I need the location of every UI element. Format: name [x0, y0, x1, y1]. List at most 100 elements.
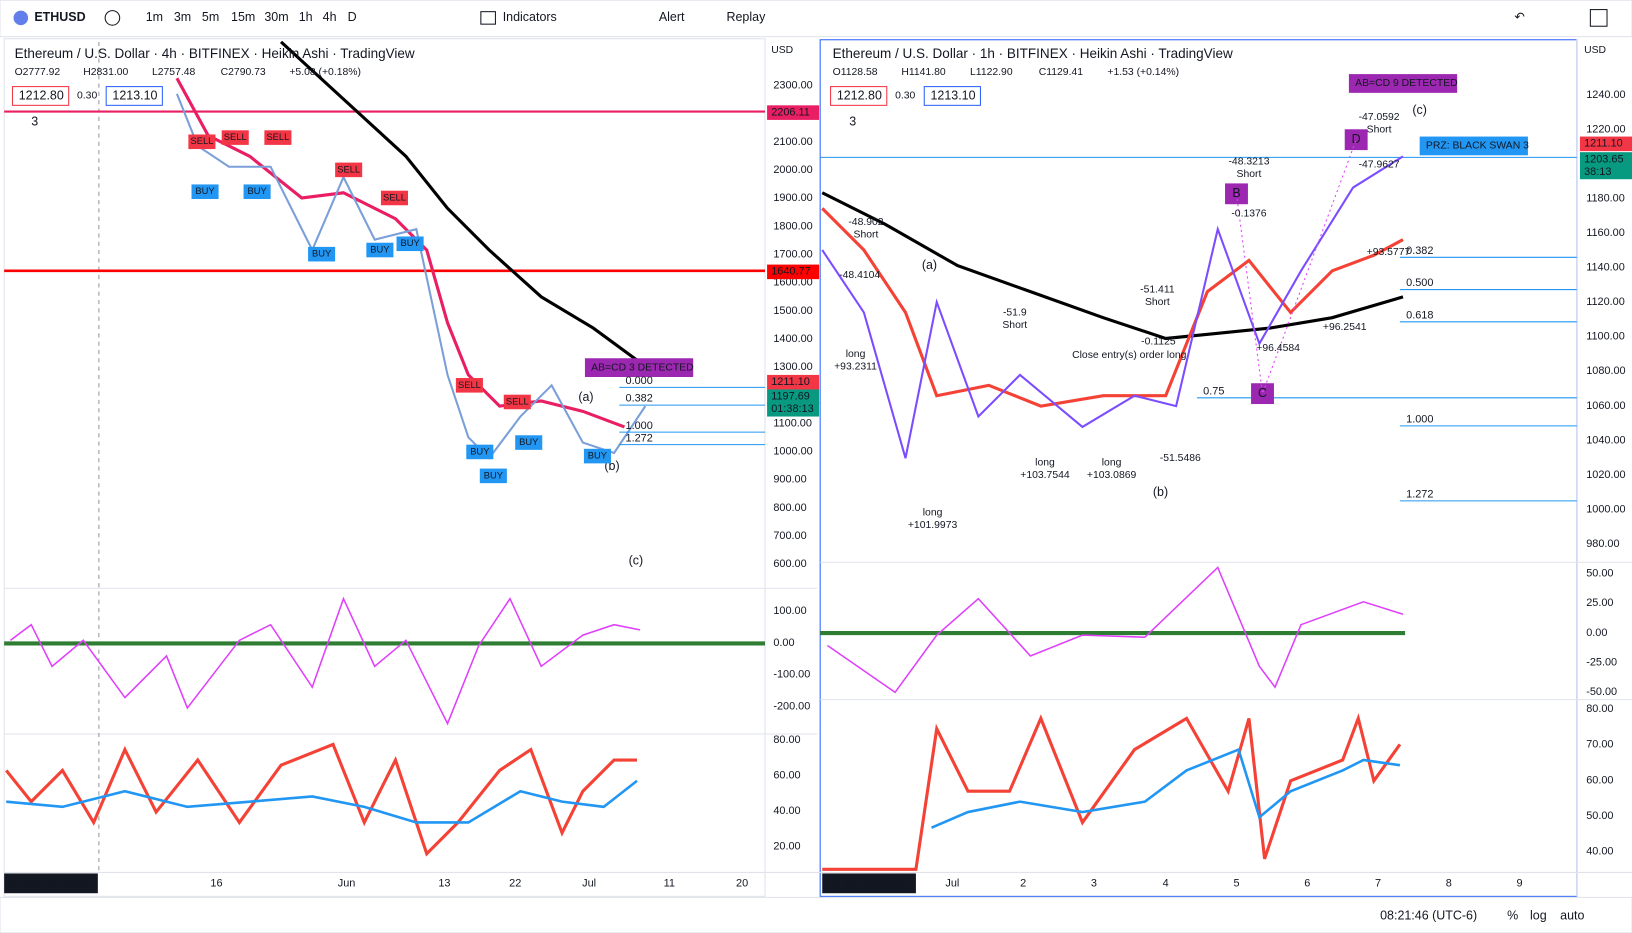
price-tick-label: 1220.00 — [1586, 123, 1625, 135]
osc-tick-label: 0.00 — [1586, 627, 1607, 639]
signal-label: SELL — [224, 132, 247, 142]
bid: 1212.80 — [19, 88, 64, 102]
price-tag — [767, 389, 820, 405]
signal-label: BUY — [470, 446, 490, 456]
trade-note: +96.2541 — [1323, 322, 1367, 333]
symbol[interactable]: ETHUSD — [34, 10, 85, 24]
interval[interactable]: 4h — [323, 10, 337, 24]
time-tick-label: 4 — [1163, 878, 1169, 890]
ohlc-value: C2790.73 — [221, 67, 266, 78]
signal-label: SELL — [383, 192, 406, 202]
replay-button[interactable]: Replay — [726, 10, 766, 24]
prz-box — [1419, 136, 1528, 156]
price-tag — [767, 264, 820, 280]
point-label: D — [1352, 132, 1361, 146]
time-tick-label: 7 — [1375, 878, 1381, 890]
ohlc-value: +1.53 (+0.14%) — [1107, 67, 1179, 78]
time-tick-label: 22 — [509, 878, 521, 890]
log-toggle[interactable]: log — [1530, 908, 1547, 922]
spread: 0.30 — [895, 91, 915, 102]
pattern-box — [584, 358, 694, 377]
wave-label: (a) — [578, 390, 593, 404]
fib-label: 1.000 — [1406, 414, 1433, 426]
signal-label: SELL — [190, 136, 213, 146]
ohlc-value: O1128.58 — [833, 67, 878, 78]
percent-toggle[interactable]: % — [1507, 908, 1518, 922]
interval[interactable]: 30m — [264, 10, 288, 24]
fib-label: 0.618 — [1406, 309, 1433, 321]
rsi-tick-label: 20.00 — [773, 840, 800, 852]
indicator-count[interactable]: 3 — [849, 114, 856, 128]
signal-box — [308, 246, 336, 262]
moving-average — [821, 191, 1404, 341]
point-label: B — [1232, 186, 1240, 200]
signal-box — [191, 184, 219, 200]
price-tick-label: 1160.00 — [1586, 227, 1625, 239]
moving-average — [175, 77, 626, 429]
signal-label: SELL — [266, 132, 289, 142]
oscillator — [827, 566, 1404, 694]
interval[interactable]: 3m — [174, 10, 191, 24]
trade-note: -0.1376 — [1231, 208, 1266, 219]
price-tick-label: 1800.00 — [773, 220, 812, 232]
price-tick-label: 2100.00 — [773, 136, 812, 148]
trade-note: -51.411 Short — [1140, 284, 1175, 307]
rsi-tick-label: 80.00 — [773, 734, 800, 746]
signal-label: SELL — [506, 396, 529, 406]
price-tick-label: 800.00 — [773, 502, 806, 514]
trade-note: -48.902 Short — [848, 217, 883, 240]
time-tick-label: 13 — [438, 878, 450, 890]
interval[interactable]: 1m — [146, 10, 163, 24]
alert-button[interactable]: Alert — [659, 10, 685, 24]
price-tick-label: 1000.00 — [773, 446, 812, 458]
indicators-button[interactable]: Indicators — [503, 10, 557, 24]
price-tick-label: 1400.00 — [773, 333, 812, 345]
pattern-label: AB=CD 3 DETECTED — [591, 362, 694, 373]
trade-note: -47.9627 — [1359, 159, 1400, 170]
interval[interactable]: D — [348, 10, 357, 24]
time-tick-label: 9 — [1517, 878, 1523, 890]
spread: 0.30 — [77, 91, 97, 102]
interval[interactable]: 5m — [202, 10, 219, 24]
osc-tick-label: 100.00 — [773, 605, 806, 617]
signal-box — [515, 435, 543, 450]
fib-label: 0.382 — [626, 393, 653, 405]
interval[interactable]: 1h — [299, 10, 313, 24]
signal-box — [466, 444, 494, 460]
price-tag-label: 1203.65 — [1584, 153, 1623, 165]
trade-note: -48.3213 Short — [1228, 156, 1269, 179]
price-tag-label: 38:13 — [1584, 166, 1611, 178]
currency: USD — [771, 45, 793, 56]
interval[interactable]: 15m — [231, 10, 255, 24]
wave-label: (c) — [629, 554, 644, 568]
price-tag-label: 2206.11 — [771, 107, 810, 119]
moving-average — [175, 93, 647, 460]
signal-box — [583, 448, 611, 464]
price-tag — [767, 374, 820, 390]
price-tick-label: 1180.00 — [1586, 192, 1625, 204]
undo[interactable]: ↶ — [1514, 10, 1524, 24]
right-pane[interactable] — [819, 39, 1578, 897]
ohlc-value: H1141.80 — [901, 67, 946, 78]
price-tag-label: 1211.10 — [771, 376, 810, 388]
pattern-box — [1348, 74, 1458, 93]
price-tick-label: 1080.00 — [1586, 365, 1625, 377]
trade-note: +96.4584 — [1256, 343, 1300, 354]
layout-button[interactable] — [1589, 9, 1608, 27]
rsi-tick-label: 40.00 — [773, 805, 800, 817]
time-tick-label: 16 — [210, 878, 222, 890]
trade-note: -51.9 Short — [1002, 307, 1027, 330]
price-tick-label: 1100.00 — [773, 417, 812, 429]
add-symbol[interactable] — [104, 10, 121, 26]
time-tick-label: 5 — [1233, 878, 1239, 890]
fib-label: 0.382 — [1406, 245, 1433, 257]
auto-toggle[interactable]: auto — [1560, 908, 1584, 922]
eth-icon — [13, 10, 29, 26]
rsi-tick-label: 70.00 — [1586, 739, 1613, 751]
price-tag-label: 1640.77 — [771, 266, 810, 278]
indicator-count[interactable]: 3 — [31, 114, 38, 128]
trade-note: long +93.2311 — [834, 349, 877, 372]
price-tick-label: 700.00 — [773, 530, 806, 542]
fib-label: 1.272 — [626, 432, 653, 444]
